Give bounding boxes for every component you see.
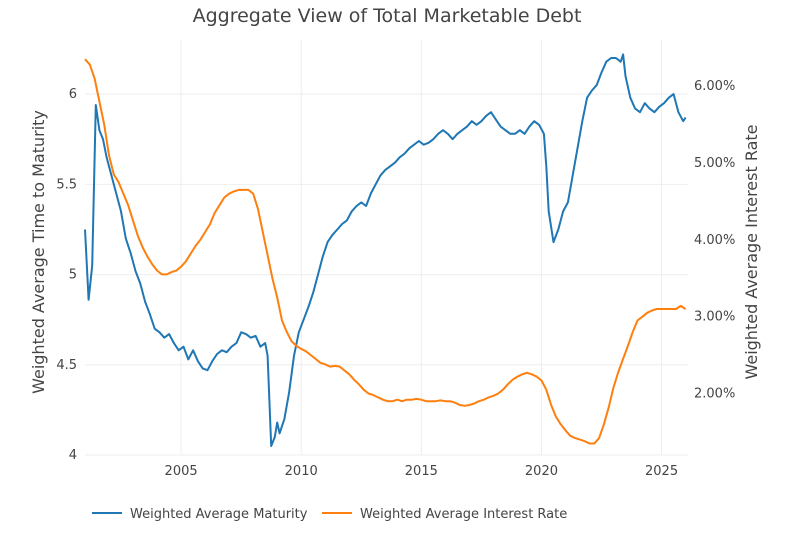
y-tick-label-2: 5 [69, 268, 77, 283]
y-tick-label-0: 4 [69, 448, 77, 463]
y2-tick-label-1: 3.00% [694, 310, 735, 325]
y-tick-label-1: 4.5 [56, 358, 77, 373]
legend-label-1: Weighted Average Interest Rate [360, 507, 567, 522]
y2-axis-ticks: 2.00% 3.00% 4.00% 5.00% 6.00% [694, 79, 735, 401]
y-axis-title: Weighted Average Time to Maturity [29, 110, 48, 394]
y2-tick-label-4: 6.00% [694, 79, 735, 94]
series-line-0 [84, 53, 687, 447]
y-axis-ticks: 4 4.5 5 5.5 6 [56, 87, 77, 463]
x-tick-label-1: 2010 [285, 464, 318, 479]
y-tick-label-3: 5.5 [56, 177, 77, 192]
x-tick-label-0: 2005 [165, 464, 198, 479]
series-line-1 [84, 58, 687, 445]
y2-tick-label-3: 5.00% [694, 156, 735, 171]
y-tick-label-4: 6 [69, 87, 77, 102]
legend-label-0: Weighted Average Maturity [130, 507, 308, 522]
grid [85, 40, 688, 456]
chart-title: Aggregate View of Total Marketable Debt [193, 5, 582, 27]
series-layer [84, 53, 687, 447]
x-axis-ticks: 2005 2010 2015 2020 2025 [165, 464, 679, 479]
y2-axis-title: Weighted Average Interest Rate [742, 124, 761, 379]
y2-tick-label-0: 2.00% [694, 387, 735, 402]
y2-tick-label-2: 4.00% [694, 233, 735, 248]
legend: Weighted Average Maturity Weighted Averag… [92, 507, 567, 522]
x-tick-label-4: 2025 [645, 464, 678, 479]
x-tick-label-2: 2015 [405, 464, 438, 479]
x-tick-label-3: 2020 [525, 464, 558, 479]
